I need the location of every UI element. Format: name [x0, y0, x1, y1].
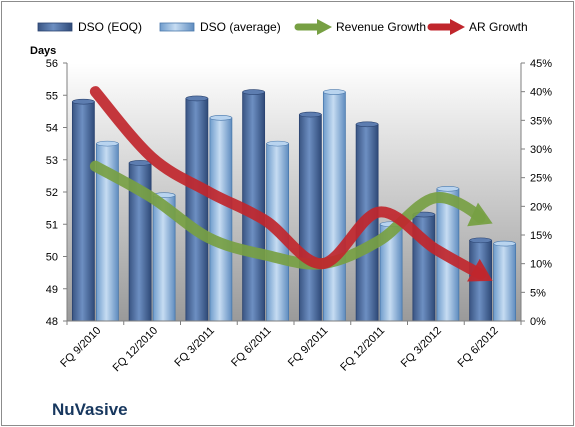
ar-growth-arrowhead — [467, 258, 493, 282]
revenue-growth-arrowhead — [467, 202, 493, 227]
right-axis-tick-label: 40% — [530, 87, 552, 99]
bar-cap — [355, 121, 379, 128]
bar-cap — [96, 140, 119, 147]
bar-cap — [242, 89, 265, 95]
legend: DSO (EOQ) DSO (average) Revenue Growth AR G… — [37, 19, 528, 35]
x-axis-tick-label: FQ 12/2011 — [338, 325, 387, 374]
right-axis-tick-label: 10% — [530, 259, 552, 271]
x-axis-tick-label: FQ 12/2010 — [111, 325, 161, 375]
left-axis-tick-label: 56 — [46, 58, 58, 70]
legend-arrow-ar-growth — [450, 19, 465, 35]
right-axis-tick-label: 30% — [530, 144, 552, 156]
x-axis-tick-label: FQ 9/2011 — [286, 325, 331, 370]
growth-lines — [89, 86, 493, 282]
x-axis-tick-label: FQ 6/2012 — [456, 325, 501, 370]
right-axis: 0% 5% 10% 15% 20% 25% 30% 35% 40% 45% — [520, 58, 552, 328]
bar-cap — [493, 240, 516, 247]
ar-growth-line — [89, 86, 486, 280]
x-axis-tick-label: FQ 9/2010 — [58, 325, 103, 370]
right-axis-tick-label: 25% — [530, 173, 552, 185]
right-axis-tick-label: 45% — [530, 58, 552, 70]
bar-cap — [323, 89, 346, 95]
left-axis-tick-label: 48 — [46, 316, 58, 328]
legend-label: DSO (average) — [200, 20, 281, 34]
left-axis-tick-label: 52 — [46, 187, 58, 199]
left-axis-tick-label: 55 — [46, 90, 58, 102]
x-axis-tick-label: FQ 3/2012 — [399, 325, 444, 370]
legend-label: Revenue Growth — [336, 20, 426, 34]
legend-swatch-dso-eoq — [37, 22, 73, 32]
right-axis-tick-label: 20% — [530, 201, 552, 213]
legend-arrow-revenue-growth — [317, 19, 332, 35]
legend-label: AR Growth — [469, 20, 528, 34]
revenue-growth-line — [89, 160, 486, 270]
bar-cap — [436, 185, 460, 192]
x-axis-tick-label: FQ 3/2011 — [172, 325, 217, 370]
bar-dso-average — [493, 243, 517, 322]
x-axis: FQ 9/2010 FQ 12/2010 FQ 3/2011 FQ 6/2011 FQ … — [58, 320, 522, 375]
left-axis-tick-label: 54 — [46, 123, 58, 135]
company-label: NuVasive — [52, 400, 128, 419]
left-axis-tick-label: 50 — [46, 252, 58, 264]
left-axis: 48 49 50 51 52 53 54 55 56 — [46, 58, 68, 328]
left-axis-tick-label: 51 — [46, 219, 58, 231]
right-axis-tick-label: 35% — [530, 115, 552, 127]
bar-cap — [72, 98, 95, 105]
legend-label: DSO (EOQ) — [78, 20, 142, 34]
bar-cap — [469, 237, 492, 244]
right-axis-tick-label: 15% — [530, 230, 552, 242]
left-axis-tick-label: 49 — [46, 284, 58, 296]
bar-cap — [185, 95, 209, 102]
bar-dso-eoq — [71, 101, 95, 322]
left-axis-title: Days — [30, 45, 56, 57]
right-axis-tick-label: 0% — [530, 316, 546, 328]
x-axis-tick-label: FQ 6/2011 — [229, 325, 274, 370]
legend-swatch-dso-average — [159, 22, 195, 32]
bar-dso-average — [209, 117, 233, 322]
left-axis-tick-label: 53 — [46, 155, 58, 167]
bar-cap — [128, 160, 152, 166]
bar-dso-average — [322, 91, 346, 322]
right-axis-tick-label: 5% — [530, 287, 546, 299]
bar-dso-eoq — [298, 114, 322, 322]
bar-dso-eoq — [185, 98, 209, 322]
bar-cap — [209, 115, 233, 121]
bar-cap — [266, 140, 289, 147]
bar-cap — [299, 111, 322, 118]
